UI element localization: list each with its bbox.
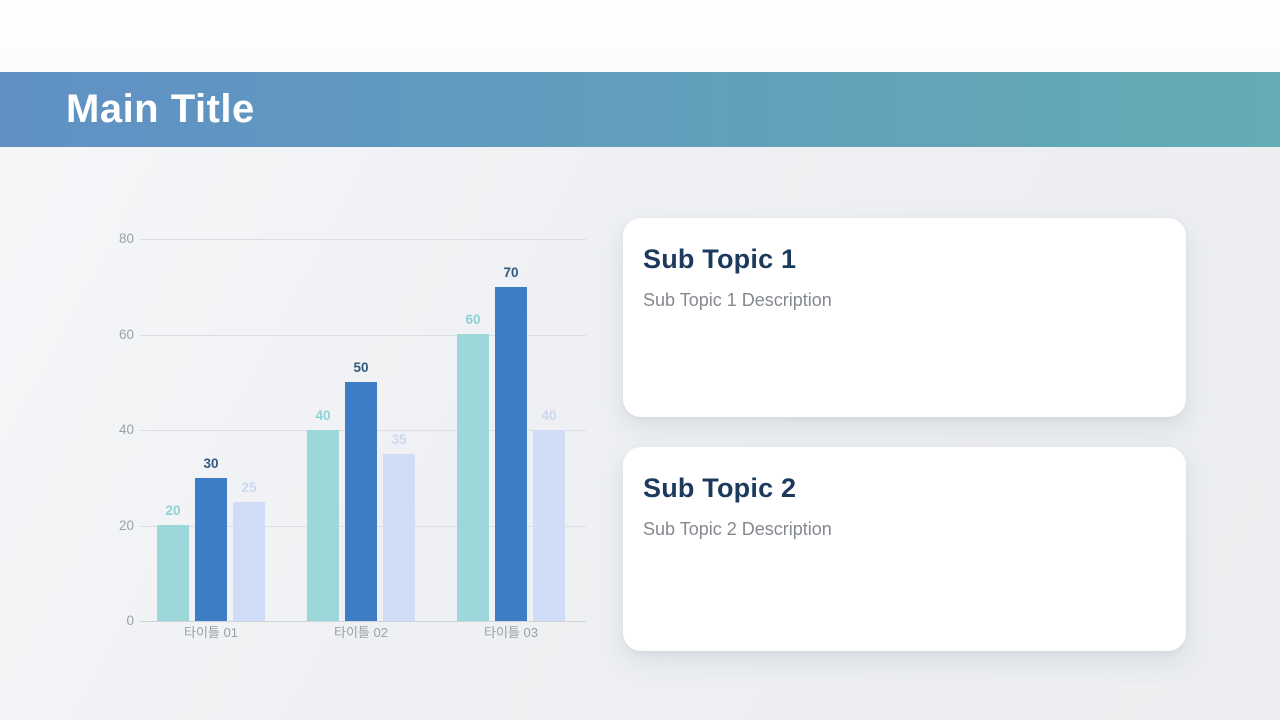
header-bar: Main Title [0,72,1280,147]
bar-value-label: 30 [203,456,219,471]
bar-column: 40 [307,408,339,621]
bar-series-blue[interactable] [345,382,377,621]
chart-plot-area: 20 30 25 40 50 35 60 70 40 [140,239,586,622]
card-description: Sub Topic 1 Description [643,290,832,310]
page-title: Main Title [66,87,255,131]
x-axis-category-label: 타이틀 02 [334,625,388,640]
bar-value-label: 20 [165,503,181,518]
y-axis-tick-label: 40 [118,422,134,437]
bar-value-label: 60 [465,312,481,327]
bar-series-blue[interactable] [195,478,227,621]
bar-column: 60 [457,312,489,621]
bar-series-light[interactable] [383,454,415,621]
gridline-y-60 [140,334,586,336]
sub-topic-card-2[interactable]: Sub Topic 2 Sub Topic 2 Description [623,447,1186,651]
bar-column: 35 [383,432,415,621]
top-margin-strip [0,0,1280,72]
bar-series-light[interactable] [233,502,265,621]
bar-column: 30 [195,456,227,621]
bar-series-blue[interactable] [495,287,527,621]
bar-value-label: 40 [541,408,557,423]
bar-column: 50 [345,360,377,621]
bar-series-teal[interactable] [307,430,339,621]
bar-value-label: 40 [315,408,331,423]
bar-column: 70 [495,265,527,621]
bar-value-label: 50 [353,360,369,375]
card-title: Sub Topic 1 [643,244,797,274]
x-axis-category-label: 타이틀 01 [184,625,238,640]
x-axis-category-label: 타이틀 03 [484,625,538,640]
gridline-y-80 [140,239,586,240]
bar-value-label: 70 [503,265,519,280]
y-axis-tick-label: 80 [118,231,134,246]
gridline-y-0 [140,621,586,622]
card-description: Sub Topic 2 Description [643,519,832,539]
bar-series-teal[interactable] [457,334,489,621]
bar-group-2: 40 50 35 [307,239,415,621]
bar-column: 25 [233,480,265,621]
bar-value-label: 25 [241,480,257,495]
bar-group-1: 20 30 25 [157,239,265,621]
bar-series-teal[interactable] [157,525,189,621]
bar-column: 40 [533,408,565,621]
bar-column: 20 [157,503,189,621]
sub-topic-card-1[interactable]: Sub Topic 1 Sub Topic 1 Description [623,218,1186,417]
bar-series-light[interactable] [533,430,565,621]
bar-group-3: 60 70 40 [457,239,565,621]
card-title: Sub Topic 2 [643,473,797,503]
grouped-bar-chart: 20 30 25 40 50 35 60 70 40 0 20 40 60 80 타이틀 01 타이틀 02… [108,232,586,644]
y-axis-tick-label: 0 [126,613,134,628]
y-axis-tick-label: 20 [118,517,134,533]
bar-value-label: 35 [391,432,407,447]
y-axis-tick-label: 60 [118,326,134,342]
